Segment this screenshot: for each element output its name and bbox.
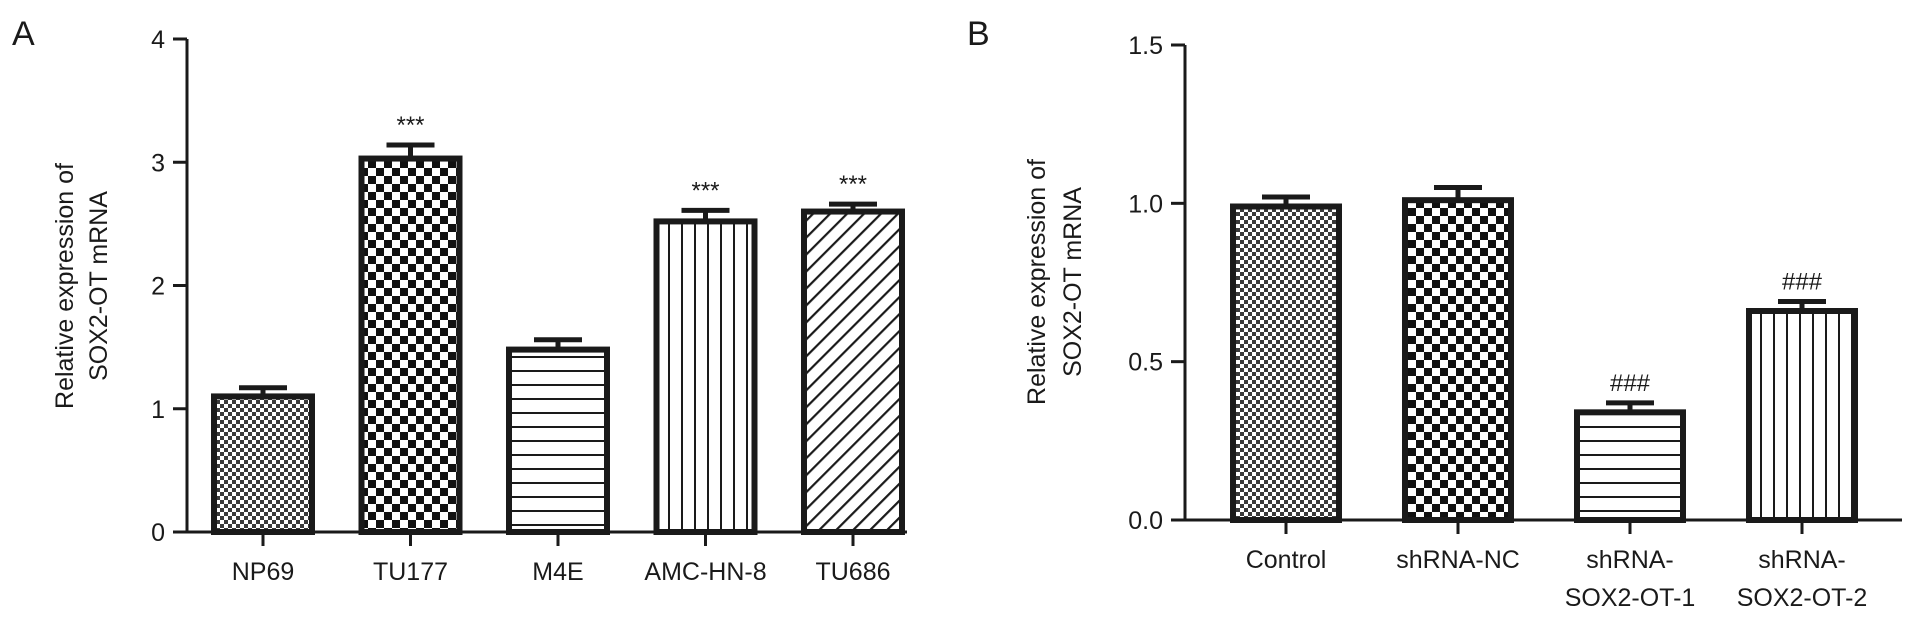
panel-b-y-tick-label: 0.0 (1128, 507, 1163, 535)
panel-b-x-tick-label: shRNA- (1758, 546, 1846, 574)
panel-a-y-tick-label: 4 (151, 26, 165, 54)
panel-a-y-tick-label: 1 (151, 396, 165, 424)
panel-b-label: B (967, 15, 990, 53)
panel-a-bar (801, 208, 905, 536)
panel-b-x-tick-label: SOX2-OT-1 (1565, 584, 1696, 612)
panel-b-bar (1230, 203, 1342, 523)
panel-a-x-tick-label: TU686 (815, 558, 890, 586)
panel-b-significance-label: ### (1610, 370, 1651, 397)
panel-a-x-tick-label: NP69 (232, 558, 295, 586)
panel-a-bar (653, 218, 758, 535)
panel-b-bar (1746, 308, 1858, 523)
panel-a-y-tick-label: 0 (151, 519, 165, 547)
panel-b-x-tick-label: SOX2-OT-2 (1737, 584, 1868, 612)
panel-b-bar (1574, 409, 1686, 524)
panel-b-y-tick-label: 1.5 (1128, 32, 1163, 60)
panel-a-y-axis-title: Relative expression of (51, 163, 79, 409)
panel-a-x-tick-label: M4E (532, 558, 583, 586)
panel-a-y-tick-label: 3 (151, 149, 165, 177)
panel-a-significance-label: *** (691, 177, 719, 204)
panel-b-x-tick-label: shRNA- (1586, 546, 1674, 574)
panel-b-x-tick-label: Control (1246, 546, 1327, 574)
panel-a-y-tick-label: 2 (151, 273, 165, 301)
panel-a-x-tick-label: TU177 (373, 558, 448, 586)
panel-a-significance-label: *** (839, 171, 867, 198)
panel-b-bar (1402, 197, 1514, 524)
panel-a-bar (358, 155, 463, 536)
panel-a-significance-label: *** (396, 112, 424, 139)
panel-a-y-axis-title: SOX2-OT mRNA (85, 191, 113, 381)
panel-b-chart: B 0.0 0.5 1.0 1.5 Relative expression of SOX2… (967, 15, 1902, 612)
panel-a-label: A (12, 15, 35, 53)
panel-a-chart: A 0 1 2 3 4 Relative expression of SOX2-OT mRN… (12, 15, 907, 586)
panel-b-y-axis-title: Relative expression of (1023, 159, 1051, 405)
panel-b-y-tick-label: 1.0 (1128, 190, 1163, 218)
panel-a-bar (506, 346, 610, 535)
panel-a-bar (211, 393, 315, 535)
panel-b-significance-label: ### (1782, 269, 1823, 296)
panel-b-y-tick-label: 0.5 (1128, 349, 1163, 377)
panel-a-x-tick-label: AMC-HN-8 (644, 558, 766, 586)
panel-b-y-axis-title: SOX2-OT mRNA (1059, 187, 1087, 377)
panel-b-x-tick-label: shRNA-NC (1396, 546, 1520, 574)
